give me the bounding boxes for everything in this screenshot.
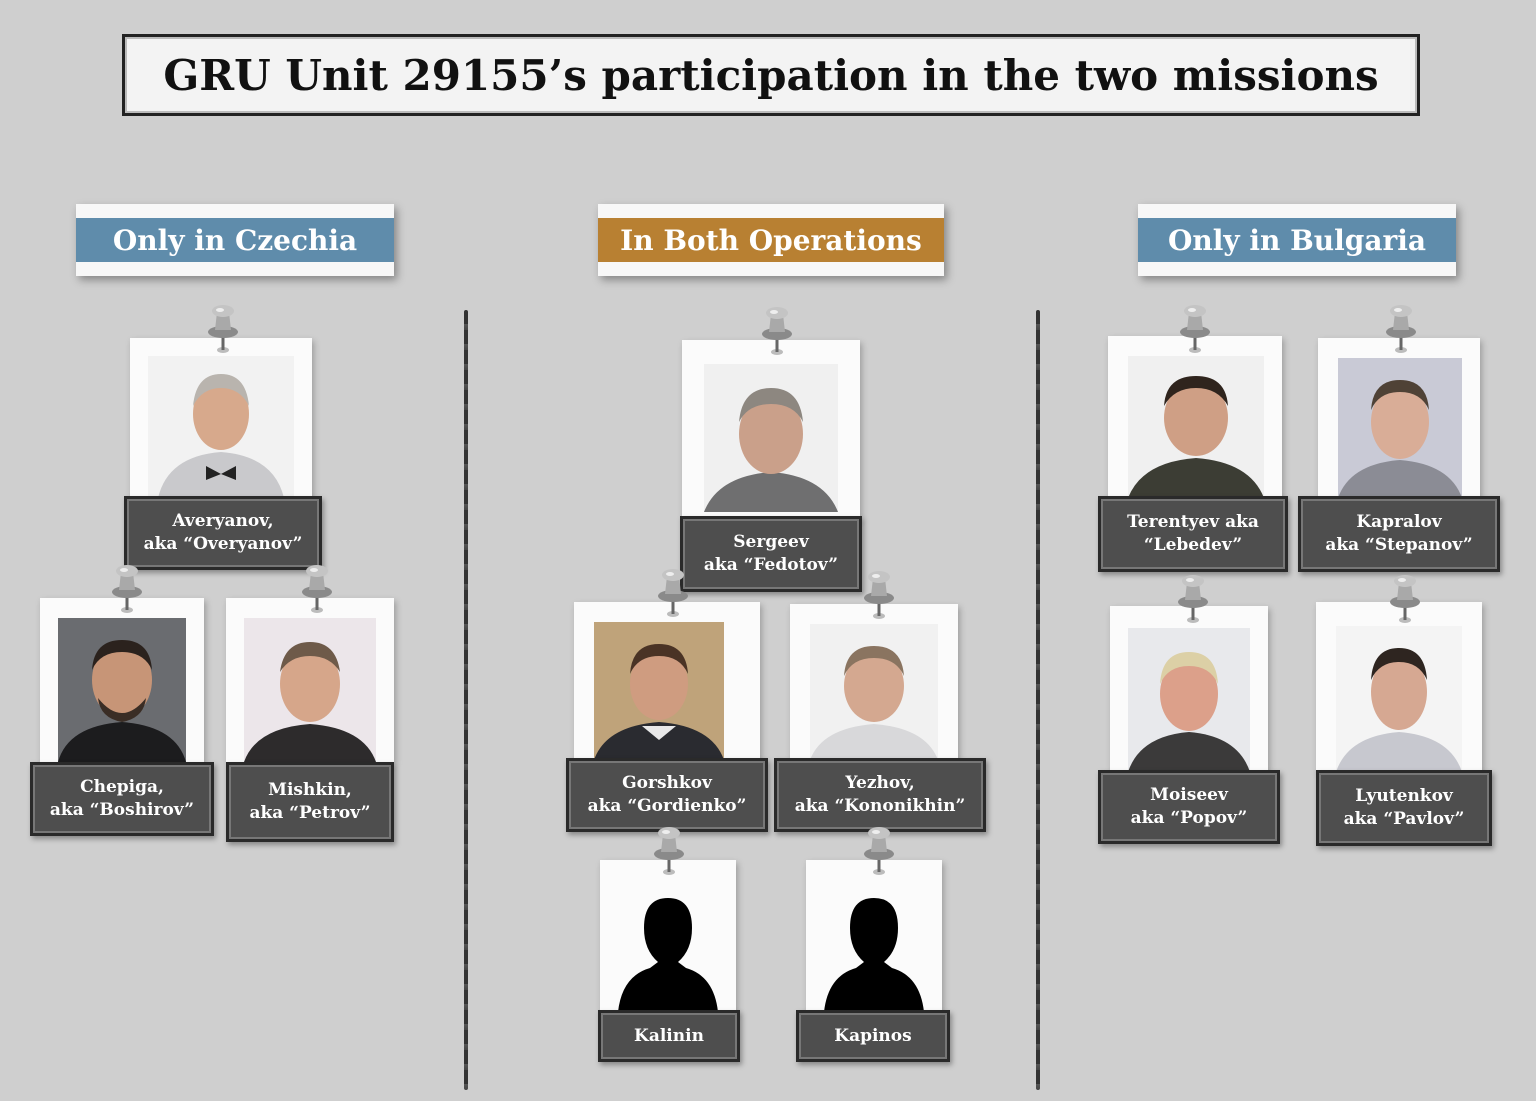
card-kalinin <box>600 860 736 1012</box>
pushpin-icon <box>206 302 240 354</box>
label-averyanov: Averyanov, aka “Overyanov” <box>124 496 322 570</box>
name-averyanov: Averyanov, <box>172 511 274 531</box>
name-kalinin: Kalinin <box>634 1025 704 1046</box>
name-moiseev: Moiseev <box>1150 785 1228 805</box>
pushpin-icon <box>1384 302 1418 354</box>
alias-gorshkov: aka “Gordienko” <box>587 796 747 816</box>
card-chepiga <box>40 598 204 762</box>
photo-moiseev <box>1128 628 1250 772</box>
alias-chepiga: aka “Boshirov” <box>49 800 195 820</box>
photo-terentyev <box>1128 356 1264 498</box>
alias-yezhov: aka “Kononikhin” <box>794 796 966 816</box>
pushpin-icon <box>1176 572 1210 624</box>
header-czechia-label: Only in Czechia <box>76 218 394 262</box>
label-chepiga: Chepiga, aka “Boshirov” <box>30 762 214 836</box>
card-terentyev <box>1108 336 1282 498</box>
name-chepiga: Chepiga, <box>80 777 164 797</box>
silhouette-kalinin <box>614 888 722 1012</box>
alias-mishkin: aka “Petrov” <box>249 803 371 823</box>
photo-mishkin <box>244 618 376 762</box>
alias-lyutenkov: aka “Pavlov” <box>1343 809 1465 829</box>
photo-gorshkov <box>594 622 724 760</box>
card-mishkin <box>226 598 394 762</box>
header-czechia: Only in Czechia <box>76 204 394 276</box>
alias-averyanov: aka “Overyanov” <box>143 534 303 554</box>
title-banner: GRU Unit 29155’s participation in the tw… <box>122 34 1420 116</box>
name-kapinos: Kapinos <box>834 1025 912 1046</box>
pushpin-icon <box>656 566 690 618</box>
name-sergeev: Sergeev <box>733 532 809 552</box>
photo-averyanov <box>148 356 294 498</box>
name-lyutenkov: Lyutenkov <box>1355 786 1453 806</box>
column-divider-left <box>464 310 468 1090</box>
label-kapinos: Kapinos <box>796 1010 950 1062</box>
alias-moiseev: aka “Popov” <box>1130 808 1248 828</box>
pushpin-icon <box>1388 572 1422 624</box>
name-yezhov: Yezhov, <box>845 773 915 793</box>
alias-terentyev: “Lebedev” <box>1143 535 1243 555</box>
card-averyanov <box>130 338 312 498</box>
pushpin-icon <box>300 562 334 614</box>
card-lyutenkov <box>1316 602 1482 772</box>
column-divider-right <box>1036 310 1040 1090</box>
card-moiseev <box>1110 606 1268 772</box>
header-bulgaria-label: Only in Bulgaria <box>1138 218 1456 262</box>
label-mishkin: Mishkin, aka “Petrov” <box>226 762 394 842</box>
label-kapralov: Kapralov aka “Stepanov” <box>1298 496 1500 572</box>
name-mishkin: Mishkin, <box>268 780 352 800</box>
name-kapralov: Kapralov <box>1356 512 1442 532</box>
label-kalinin: Kalinin <box>598 1010 740 1062</box>
card-yezhov <box>790 604 958 760</box>
pushpin-icon <box>760 304 794 356</box>
card-kapinos <box>806 860 942 1012</box>
pushpin-icon <box>1178 302 1212 354</box>
name-gorshkov: Gorshkov <box>622 773 712 793</box>
pushpin-icon <box>110 562 144 614</box>
header-bulgaria: Only in Bulgaria <box>1138 204 1456 276</box>
header-both-label: In Both Operations <box>598 218 944 262</box>
pushpin-icon <box>862 568 896 620</box>
silhouette-kapinos <box>820 888 928 1012</box>
name-terentyev: Terentyev aka <box>1127 512 1259 532</box>
label-lyutenkov: Lyutenkov aka “Pavlov” <box>1316 770 1492 846</box>
label-moiseev: Moiseev aka “Popov” <box>1098 770 1280 844</box>
label-gorshkov: Gorshkov aka “Gordienko” <box>566 758 768 832</box>
alias-kapralov: aka “Stepanov” <box>1325 535 1473 555</box>
photo-sergeev <box>704 364 838 512</box>
pushpin-icon <box>652 824 686 876</box>
page-title: GRU Unit 29155’s participation in the tw… <box>163 50 1379 100</box>
header-both: In Both Operations <box>598 204 944 276</box>
card-sergeev <box>682 340 860 518</box>
label-yezhov: Yezhov, aka “Kononikhin” <box>774 758 986 832</box>
pushpin-icon <box>862 824 896 876</box>
label-terentyev: Terentyev aka “Lebedev” <box>1098 496 1288 572</box>
label-sergeev: Sergeev aka “Fedotov” <box>680 516 862 592</box>
alias-sergeev: aka “Fedotov” <box>703 555 839 575</box>
card-gorshkov <box>574 602 760 760</box>
card-kapralov <box>1318 338 1480 498</box>
photo-kapralov <box>1338 358 1462 498</box>
photo-lyutenkov <box>1336 626 1462 772</box>
photo-chepiga <box>58 618 186 762</box>
photo-yezhov <box>810 624 938 760</box>
